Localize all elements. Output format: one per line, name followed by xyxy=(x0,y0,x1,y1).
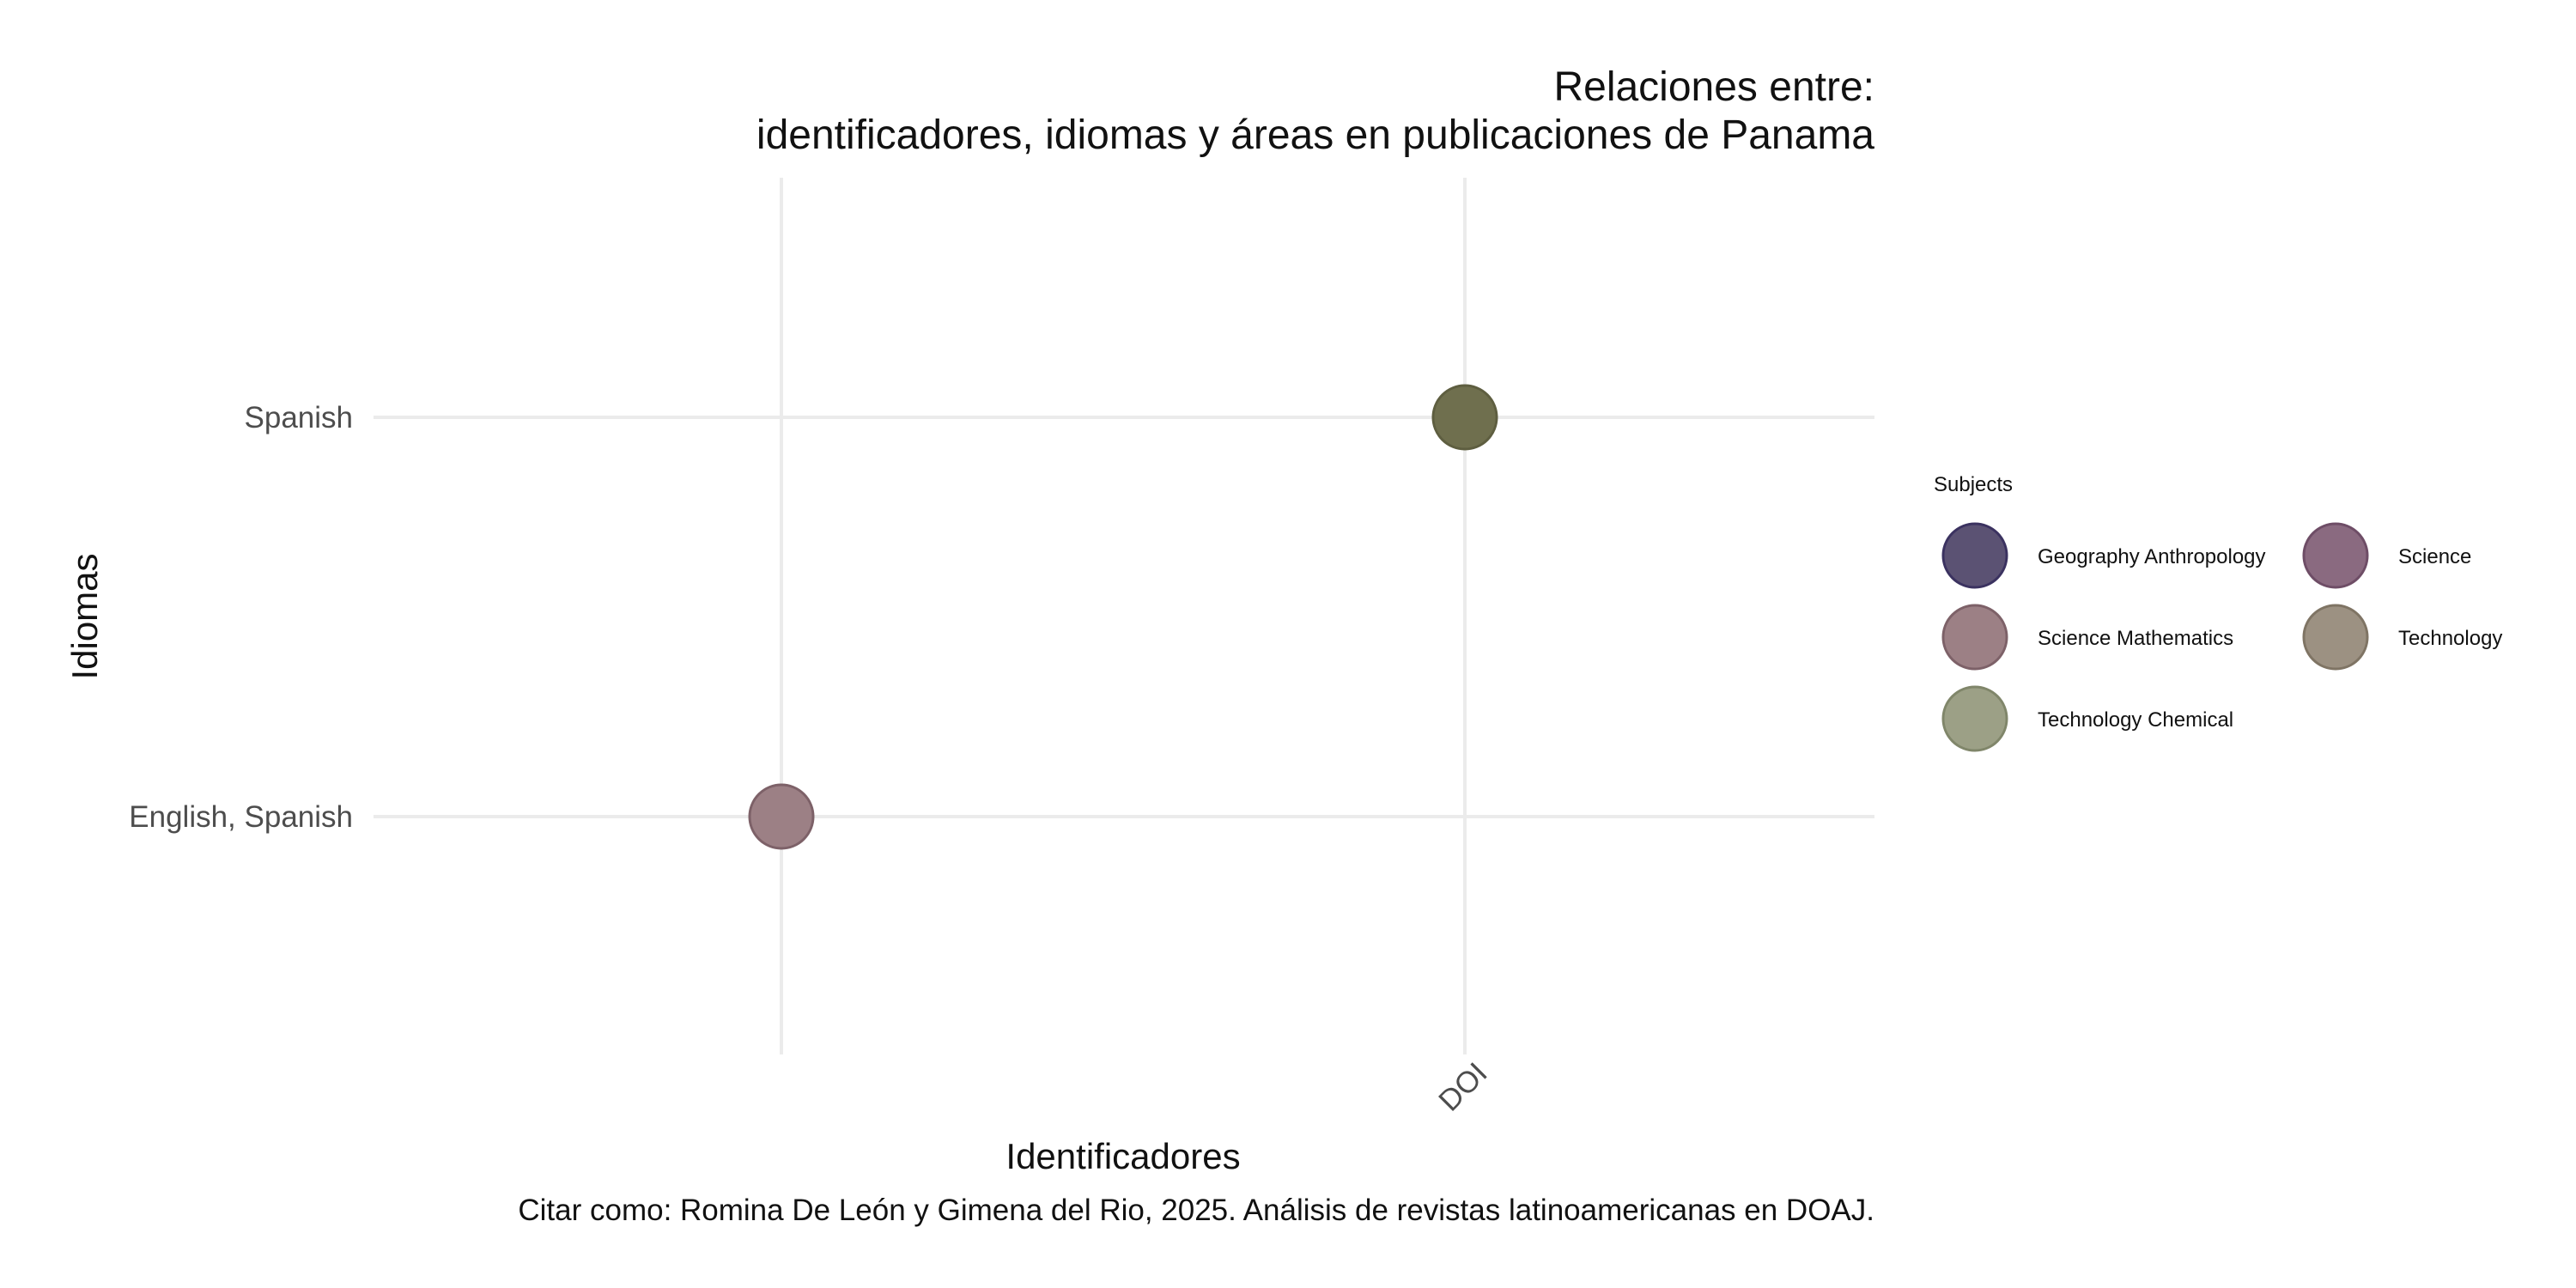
x-axis-title: Identificadores xyxy=(1005,1136,1240,1176)
y-tick-label: English, Spanish xyxy=(129,800,353,834)
data-points xyxy=(748,384,1498,850)
legend-entries: Geography Anthropology Science Science Mat… xyxy=(1941,522,2502,752)
data-point xyxy=(748,783,815,850)
chart-title: Relaciones entre: xyxy=(1553,64,1874,110)
y-tick-label: Spanish xyxy=(245,401,353,434)
legend: Subjects Geography Anthropology Science Sc… xyxy=(1934,473,2502,752)
legend-title: Subjects xyxy=(1934,473,2013,496)
legend-key xyxy=(1941,522,2008,589)
legend-key xyxy=(1941,604,2008,671)
x-tick-label: DOI xyxy=(1432,1056,1494,1118)
legend-label: Science Mathematics xyxy=(2038,627,2233,650)
legend-key xyxy=(1941,685,2008,752)
legend-label: Technology Chemical xyxy=(2038,708,2233,732)
chart-caption: Citar como: Romina De León y Gimena del … xyxy=(518,1194,1874,1227)
x-axis-ticks: DOI xyxy=(1432,1056,1494,1118)
y-axis-title: Idiomas xyxy=(64,553,105,679)
legend-label: Science xyxy=(2398,545,2471,568)
legend-key xyxy=(2302,604,2369,671)
chart-subtitle: identificadores, idiomas y áreas en publ… xyxy=(756,112,1874,158)
grid xyxy=(374,178,1874,1054)
data-point xyxy=(1431,384,1498,451)
legend-key xyxy=(2302,522,2369,589)
legend-label: Geography Anthropology xyxy=(2038,545,2266,568)
y-axis-ticks: English, Spanish Spanish xyxy=(129,401,353,834)
legend-label: Technology xyxy=(2398,627,2502,650)
